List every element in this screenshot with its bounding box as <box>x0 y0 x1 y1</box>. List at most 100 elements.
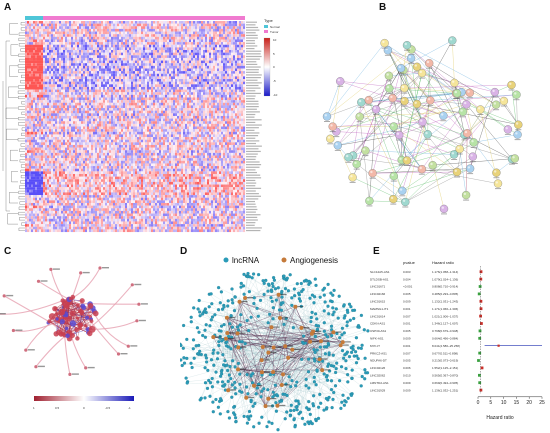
heatmap-dendrogram <box>2 22 25 231</box>
forest-gene-label: LINC01614 <box>370 314 386 318</box>
forest-x-axis: 0 5 10 15 20 25 <box>477 396 545 406</box>
corr-tick-0: 0 <box>83 406 85 410</box>
legend-normal-label: Normal <box>270 25 280 29</box>
scale-tick-neg10: -10 <box>273 93 278 97</box>
forest-hr-marker <box>478 336 482 340</box>
lncrna-network <box>180 271 370 432</box>
forest-hr-marker <box>479 270 483 274</box>
forest-gene-label: USP30-AS1 <box>370 329 387 333</box>
forest-hr-text: 1.021(1.006~1.037) <box>432 314 458 318</box>
forest-axis-tick-label: 15 <box>514 400 520 406</box>
heatmap-legend-title: Type <box>264 18 273 23</box>
forest-gene-label: NIFK-AS1 <box>370 337 384 341</box>
heatmap-group-bar-tumor <box>43 16 245 20</box>
forest-pvalue: 0.007 <box>403 351 411 355</box>
forest-pvalue: 0.003 <box>403 270 411 274</box>
corr-tick-neg0.5: -0.5 <box>105 406 111 410</box>
heatmap-cells <box>25 21 246 233</box>
forest-hr-marker <box>480 322 483 325</box>
forest-hr-marker <box>479 307 483 311</box>
forest-hr-text: 0.485(0.293~0.805) <box>432 292 458 296</box>
panel-label-d: D <box>180 246 188 257</box>
forest-gene-label: DTLDSB-AS1 <box>370 277 389 281</box>
legend-lncrna-label: lncRNA <box>232 256 260 265</box>
forest-hr-marker <box>479 299 483 303</box>
forest-pvalue: 0.001 <box>403 344 411 348</box>
legend-lncrna-dot <box>223 257 229 263</box>
forest-axis-tick-label: 10 <box>501 400 507 406</box>
forest-hr-marker <box>478 285 482 288</box>
panel-label-c: C <box>4 246 12 257</box>
scale-tick-neg5: -5 <box>273 79 276 83</box>
forest-hr-text: 0.669(0.494~0.905) <box>432 381 458 385</box>
panel-label-a: A <box>4 2 12 13</box>
heatmap-group-bar-normal <box>25 16 43 20</box>
scale-tick-0: 0 <box>273 65 275 69</box>
panel-label-b: B <box>379 2 387 13</box>
corr-tick-1: 1 <box>33 406 35 410</box>
forest-hr-text: 0.808(0.710~0.914) <box>432 285 458 289</box>
forest-gene-label: SLC12A5-AS1 <box>370 270 390 274</box>
forest-hr-marker <box>477 359 480 362</box>
forest-hr-text: 1.132(1.031~1.243) <box>432 300 458 304</box>
forest-pvalue: 0.001 <box>403 307 411 311</box>
corr-tick-0.5: 0.5 <box>55 406 60 410</box>
correlation-color-scale <box>34 396 134 401</box>
forest-hr-text: 1.176(1.058~1.314) <box>432 270 458 274</box>
forest-pvalue: 0.009 <box>403 388 411 392</box>
forest-gene-label: LMNTD2-AS1 <box>370 381 389 385</box>
scale-tick-10: 10 <box>273 38 277 42</box>
forest-hr-marker <box>479 388 483 392</box>
forest-pvalue: 0.006 <box>403 366 411 370</box>
forest-gene-label: NDUFA6-DT <box>370 359 387 363</box>
forest-hr-text: 1.079(1.024~1.136) <box>432 277 458 281</box>
forest-hr-text: 1.136(1.032~1.251) <box>432 388 458 392</box>
forest-hr-marker <box>497 344 500 347</box>
legend-angiogenesis-dot <box>281 257 287 263</box>
forest-pvalue: 0.009 <box>403 337 411 341</box>
forest-hr-text: 0.677(0.511~0.898) <box>432 351 458 355</box>
legend-tumor-label: Tumor <box>270 30 279 34</box>
forest-pvalue: <0.001 <box>403 285 413 289</box>
forest-hr-text: 0.664(0.496~0.884) <box>432 337 458 341</box>
forest-hr-marker <box>478 373 481 377</box>
scale-tick-5: 5 <box>273 52 275 56</box>
forest-hr-text: 1.171(1.066~1.306) <box>432 307 458 311</box>
forest-gene-label: LINC02062 <box>370 374 386 378</box>
correlation-network-panel: 1 0.5 0 -0.5 -1 <box>0 266 148 410</box>
forest-hr-text: 1.346(1.127~1.607) <box>432 322 458 326</box>
forest-hr-marker <box>480 366 484 370</box>
heatmap-color-scale <box>263 37 271 97</box>
forest-axis-tick-label: 25 <box>539 400 545 406</box>
correlation-network <box>0 266 148 376</box>
forest-pvalue: 0.005 <box>403 359 411 363</box>
corr-tick-neg1: -1 <box>128 406 131 410</box>
forest-gene-label: LINC02166 <box>370 292 386 296</box>
panel-label-e: E <box>373 246 380 257</box>
ppi-network <box>322 36 523 215</box>
forest-gene-label: LINC01929 <box>370 388 386 392</box>
forest-hr-text: 0.798(0.679~0.948) <box>432 329 458 333</box>
forest-pvalue: 0.005 <box>403 329 411 333</box>
forest-hr-marker <box>477 292 481 296</box>
forest-hr-text: 0.213(0.073~0.619) <box>432 359 458 363</box>
legend-angiogenesis-label: Angiogenesis <box>290 256 338 265</box>
lncrna-angiogenesis-network-panel: lncRNA Angiogenesis <box>180 256 370 432</box>
col-header-pvalue: pvalue <box>403 260 416 265</box>
col-header-hazard-ratio: Hazard ratio <box>432 260 455 265</box>
forest-axis-tick-label: 0 <box>477 400 480 406</box>
forest-pvalue: 0.004 <box>403 277 411 281</box>
forest-pvalue: 0.007 <box>403 314 411 318</box>
forest-gene-label: MAMSG1-IT1 <box>370 307 389 311</box>
forest-axis-tick-label: 5 <box>489 400 492 406</box>
forest-pvalue: 0.005 <box>403 292 411 296</box>
heatmap-panel: Type Normal Tumor 10 5 0 -5 -10 <box>2 16 280 233</box>
forest-hr-text: 8.041(2.580~25.258) <box>432 344 460 348</box>
legend-tumor-swatch <box>264 30 268 33</box>
forest-hr-text: 1.552(1.125~2.151) <box>432 366 458 370</box>
forest-pvalue: 0.009 <box>403 300 411 304</box>
forest-gene-label: LINC01671 <box>370 285 386 289</box>
forest-gene-label: LINC02126 <box>370 366 386 370</box>
ppi-network-panel <box>322 36 523 215</box>
forest-gene-label: MYF-IT <box>370 344 380 348</box>
